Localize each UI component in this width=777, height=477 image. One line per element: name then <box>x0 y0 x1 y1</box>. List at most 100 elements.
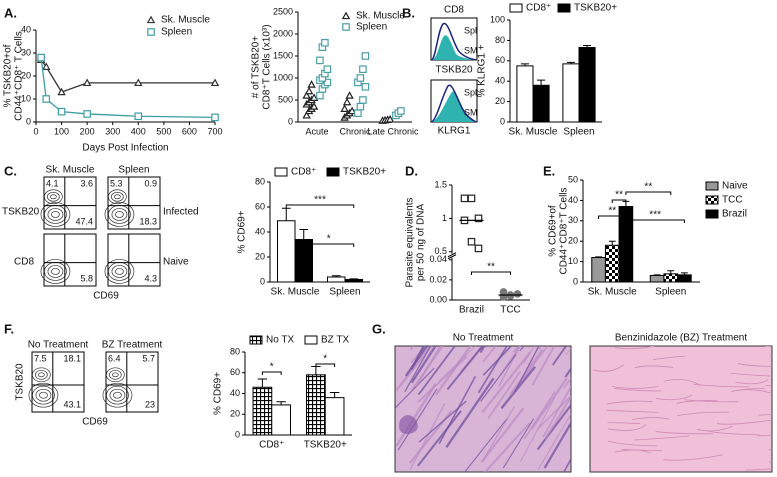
bar <box>327 276 346 283</box>
quadrant-value: 3.6 <box>80 178 93 188</box>
flow-contour <box>102 382 133 408</box>
tissue-fiber <box>564 366 571 378</box>
x-tick-label: Late Chronic <box>367 126 419 136</box>
tissue-fiber <box>530 378 568 431</box>
flow-contour <box>115 211 124 218</box>
tissue-fiber <box>769 461 772 463</box>
legend-label: Sk. Muscle <box>161 15 210 26</box>
error-bar <box>537 79 546 86</box>
quadrant-value: 5.7 <box>142 353 155 363</box>
flow-contour <box>104 259 135 284</box>
data-point <box>309 102 319 110</box>
tissue-fiber <box>500 365 536 409</box>
tissue-fiber <box>716 419 772 425</box>
histogram-label: KLRG1 <box>438 126 471 137</box>
flow-contour <box>47 208 64 221</box>
tissue-fiber <box>663 379 701 387</box>
histology-texture <box>593 346 772 471</box>
tissue-fiber <box>519 346 525 352</box>
data-point <box>57 107 66 116</box>
y-tick-label: 50 <box>568 174 578 184</box>
tissue-fiber <box>765 385 772 387</box>
y-tick-label: 0 <box>26 116 31 126</box>
significance-label: ** <box>615 190 623 201</box>
histogram-label: TSKB20 <box>435 65 473 76</box>
legend-label: Brazil <box>722 209 747 220</box>
y-tick-label: 1 <box>442 213 447 223</box>
significance-label: *** <box>314 195 326 206</box>
tissue-fiber <box>482 346 497 363</box>
quadrant-value: 18.1 <box>63 353 81 363</box>
legend-label: BZ TX <box>321 335 349 346</box>
flow-contour <box>113 391 122 399</box>
tissue-fiber <box>417 346 456 396</box>
flow-contour <box>35 388 52 402</box>
flow-contour <box>47 191 60 202</box>
flow-contour <box>40 259 71 284</box>
tissue-fiber <box>607 409 659 413</box>
error-bar <box>680 272 688 275</box>
quadrant-value: 47.4 <box>75 216 93 226</box>
y-axis-label: % KLRG1 + <box>477 44 488 97</box>
legend-label: CD8⁺ <box>291 167 316 178</box>
axis-break <box>448 253 456 258</box>
data-point <box>340 104 349 112</box>
significance-bracket <box>285 204 355 208</box>
data-point <box>210 78 220 87</box>
y-axis-label: CD44⁺CD8⁺T Cells <box>559 187 570 274</box>
legend-label: Naive <box>722 181 748 192</box>
y-tick-label: 20 <box>255 251 265 261</box>
tissue-fiber <box>409 402 446 470</box>
quadrant-value: 18.3 <box>139 216 157 226</box>
y-tick-label: 2500 <box>273 6 293 16</box>
data-point <box>354 109 362 118</box>
legend-swatch <box>326 167 340 177</box>
flow-contour <box>112 372 119 378</box>
y-tick-label: 60 <box>495 55 505 65</box>
error-bar <box>595 256 603 258</box>
data-point <box>385 114 395 123</box>
bar <box>663 273 679 283</box>
tissue-fiber <box>663 454 723 461</box>
tissue-fiber <box>737 363 772 367</box>
tissue-fiber <box>409 346 415 351</box>
tissue-fiber <box>487 370 522 420</box>
tissue-fiber <box>395 367 435 409</box>
tissue-fiber <box>758 413 772 416</box>
tissue-fiber <box>563 377 571 389</box>
y-tick-label: 500 <box>278 94 293 104</box>
legend-label: Spleen <box>356 22 387 33</box>
tissue-fiber <box>464 418 508 472</box>
tissue-fiber <box>480 354 517 402</box>
bar <box>604 244 620 283</box>
tissue-cluster <box>399 415 418 434</box>
x-tick-label: TCC <box>500 305 521 316</box>
y-axis-label: per 50 ng of DNA <box>416 204 427 282</box>
tissue-fiber <box>395 383 437 447</box>
bar <box>562 63 580 123</box>
legend-label: TSKB20+ <box>343 167 386 178</box>
series-line <box>40 59 215 93</box>
tissue-fiber <box>607 422 640 425</box>
tissue-fiber <box>544 395 571 440</box>
legend-swatch <box>705 195 719 205</box>
tissue-fiber <box>607 424 646 431</box>
flow-contour <box>51 211 60 218</box>
y-axis-label: % TSKB20+of <box>3 44 14 107</box>
error-bar <box>276 401 286 405</box>
tissue-fiber <box>411 278 452 343</box>
x-tick-label: Sk. Muscle <box>509 127 558 138</box>
y-axis-label: % CD69+ <box>213 372 224 415</box>
histogram-line <box>431 84 477 123</box>
data-point <box>42 62 51 70</box>
tissue-fiber <box>652 355 686 361</box>
tissue-fiber <box>757 435 772 437</box>
significance-label: *** <box>649 210 661 221</box>
data-point <box>467 194 476 203</box>
bar <box>306 374 326 436</box>
x-tick-label: Sk. Muscle <box>588 287 637 298</box>
legend-label: Spleen <box>161 27 192 38</box>
x-tick-label: 400 <box>131 126 146 136</box>
legend-swatch <box>509 3 523 13</box>
x-tick-label: Brazil <box>459 305 484 316</box>
